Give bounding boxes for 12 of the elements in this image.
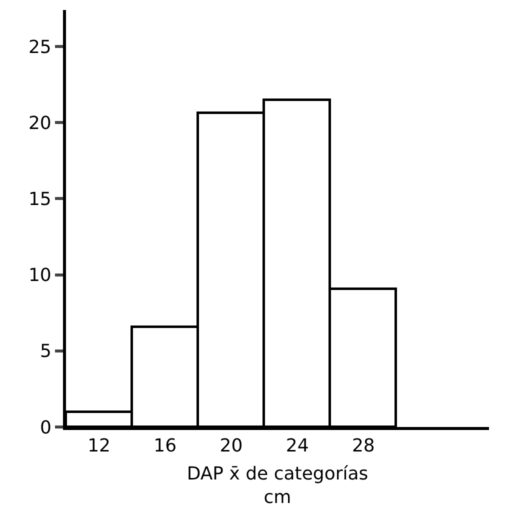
y-tick-label: 20 [28,112,52,134]
x-tick-label: 28 [352,436,375,457]
x-tick-label: 16 [154,436,177,457]
y-tick-label: 0 [40,417,52,438]
y-tick-label: 5 [40,341,52,362]
y-tick-label: 25 [28,36,52,58]
y-tick-label: 15 [28,189,52,210]
x-tick-label: 24 [286,436,309,457]
y-tick-label: 10 [28,265,52,286]
x-tick-label: 20 [220,436,243,457]
x-tick-label: 12 [88,436,111,457]
x-axis-title: DAP x̄ de categorías cm [186,464,368,508]
